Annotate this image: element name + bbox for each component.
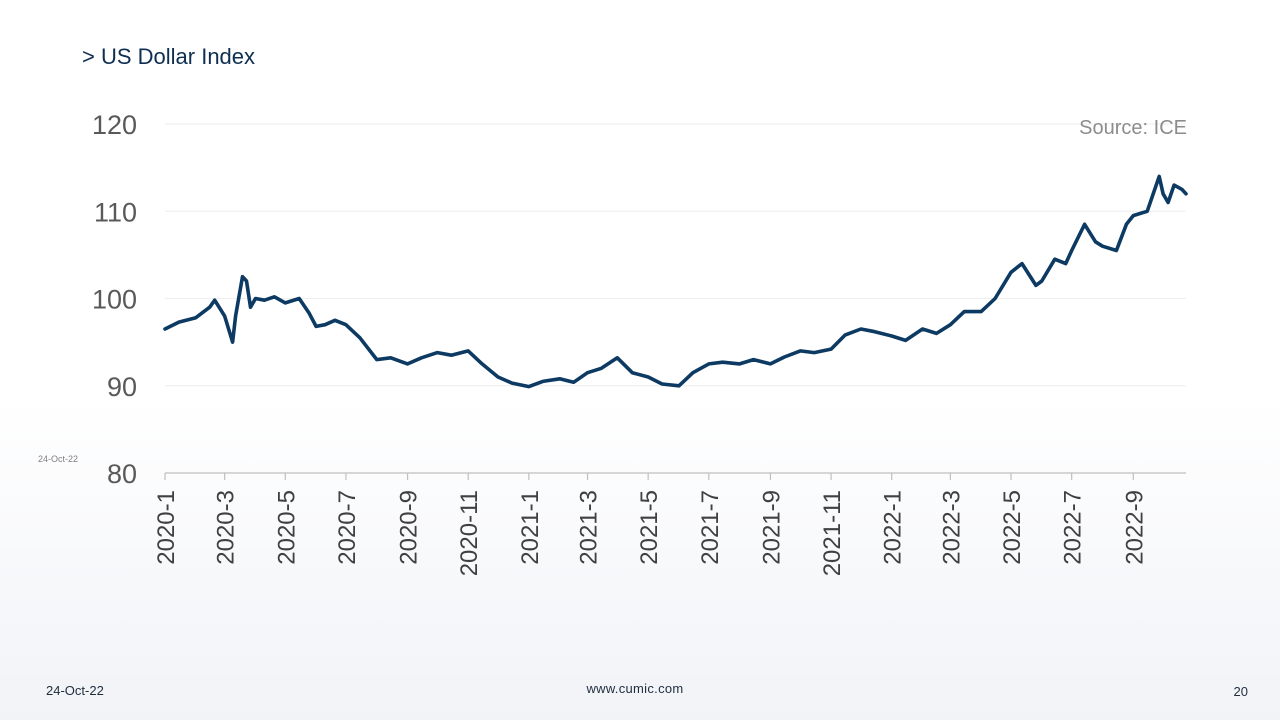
y-tick-label: 110 [94,197,137,227]
x-tick-label: 2022-5 [999,490,1026,565]
x-tick-label: 2020-3 [213,490,240,565]
x-tick-label: 2021-9 [758,490,785,565]
footer-url: www.cumic.com [586,681,684,696]
x-tick-label: 2021-7 [697,490,724,565]
page-number: 20 [1233,684,1248,699]
x-tick-label: 2021-5 [636,490,663,565]
x-tick-label: 2022-1 [880,490,907,565]
x-tick-label: 2020-9 [396,490,423,565]
x-tick-label: 2020-5 [273,490,300,565]
y-tick-label: 90 [107,372,137,402]
x-tick-labels: 2020-1 2020-3 2020-5 2020-7 2020-9 2020-11 202… [153,490,1148,576]
y-tick-label: 100 [92,285,137,315]
x-tick-label: 2021-3 [576,490,603,565]
y-axis: 80 90 100 110 120 [92,110,137,489]
x-tick-label: 2021-11 [819,490,846,576]
x-tick-label: 2021-1 [517,490,544,565]
series-layer [163,174,1188,389]
x-tick-label: 2020-7 [334,490,361,565]
footer-date: 24-Oct-22 [46,683,104,698]
x-tick-label: 2022-3 [938,490,965,565]
gridlines [165,123,1186,387]
y-tick-label: 80 [107,459,137,489]
x-axis [164,472,1186,480]
y-tick-label: 120 [92,110,137,140]
x-tick-label: 2020-1 [153,490,180,565]
x-tick-label: 2022-9 [1121,490,1148,565]
series-line [163,174,1188,389]
x-tick-label: 2020-11 [456,490,483,576]
page-title: > US Dollar Index [82,44,256,69]
x-tick-label: 2022-7 [1060,490,1087,565]
source-note: Source: ICE [1079,117,1187,139]
side-date-label: 24-Oct-22 [38,454,78,464]
